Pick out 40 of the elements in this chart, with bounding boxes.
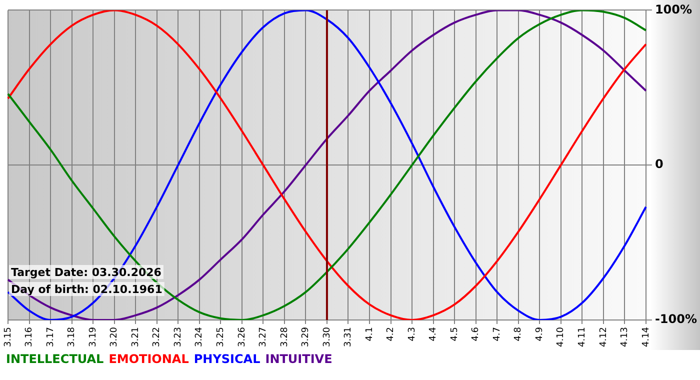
x-tick-label: 3.15 — [3, 326, 14, 348]
x-tick-label: 3.31 — [344, 326, 354, 348]
x-tick-label: 4.13 — [620, 326, 630, 348]
x-tick-label: 4.11 — [577, 326, 588, 348]
x-tick-label: 4.14 — [641, 326, 652, 348]
x-tick-label: 4.12 — [598, 326, 609, 348]
x-tick-label: 4.6 — [471, 326, 482, 342]
x-tick-label: 4.7 — [492, 326, 502, 342]
text: EMOTIONAL — [108, 352, 189, 366]
x-tick-label: 3.24 — [194, 326, 205, 348]
x-tick-label: 3.23 — [173, 326, 184, 348]
x-tick-label: 3.25 — [216, 326, 226, 348]
x-tick-label: 4.2 — [386, 326, 396, 342]
x-tick-label: 3.16 — [24, 326, 35, 348]
annotation: Target Date: 03.30.2026 — [11, 266, 162, 279]
x-tick-label: 3.17 — [46, 326, 56, 348]
x-tick-label: 4.4 — [428, 326, 439, 342]
x-tick-label: 3.22 — [152, 326, 162, 348]
y-tick-label: -100% — [654, 312, 698, 326]
x-tick-label: 4.5 — [450, 326, 460, 342]
x-tick-label: 3.20 — [110, 326, 120, 348]
annotation: Day of birth: 02.10.1961 — [11, 282, 162, 296]
y-tick-label: 0 — [654, 157, 664, 172]
x-tick-label: 3.30 — [322, 326, 332, 348]
x-tick-label: 4.8 — [514, 326, 524, 342]
x-tick-label: 3.28 — [280, 326, 290, 348]
x-tick-label: 3.26 — [237, 326, 248, 348]
y-tick-label: 100% — [654, 2, 692, 16]
x-tick-label: 3.19 — [88, 326, 98, 348]
x-tick-label: 4.1 — [364, 326, 375, 342]
x-tick-label: 3.27 — [258, 326, 269, 348]
text: PHYSICAL — [194, 352, 260, 366]
x-tick-label: 4.3 — [407, 326, 418, 342]
x-tick-label: 3.29 — [301, 326, 312, 348]
x-tick-label: 4.10 — [556, 326, 566, 348]
x-tick-label: 4.9 — [534, 326, 545, 342]
text: INTUITIVE — [265, 352, 332, 366]
x-tick-label: 3.21 — [130, 326, 141, 348]
text: INTELLECTUAL — [6, 352, 104, 366]
x-tick-label: 3.18 — [67, 326, 78, 348]
